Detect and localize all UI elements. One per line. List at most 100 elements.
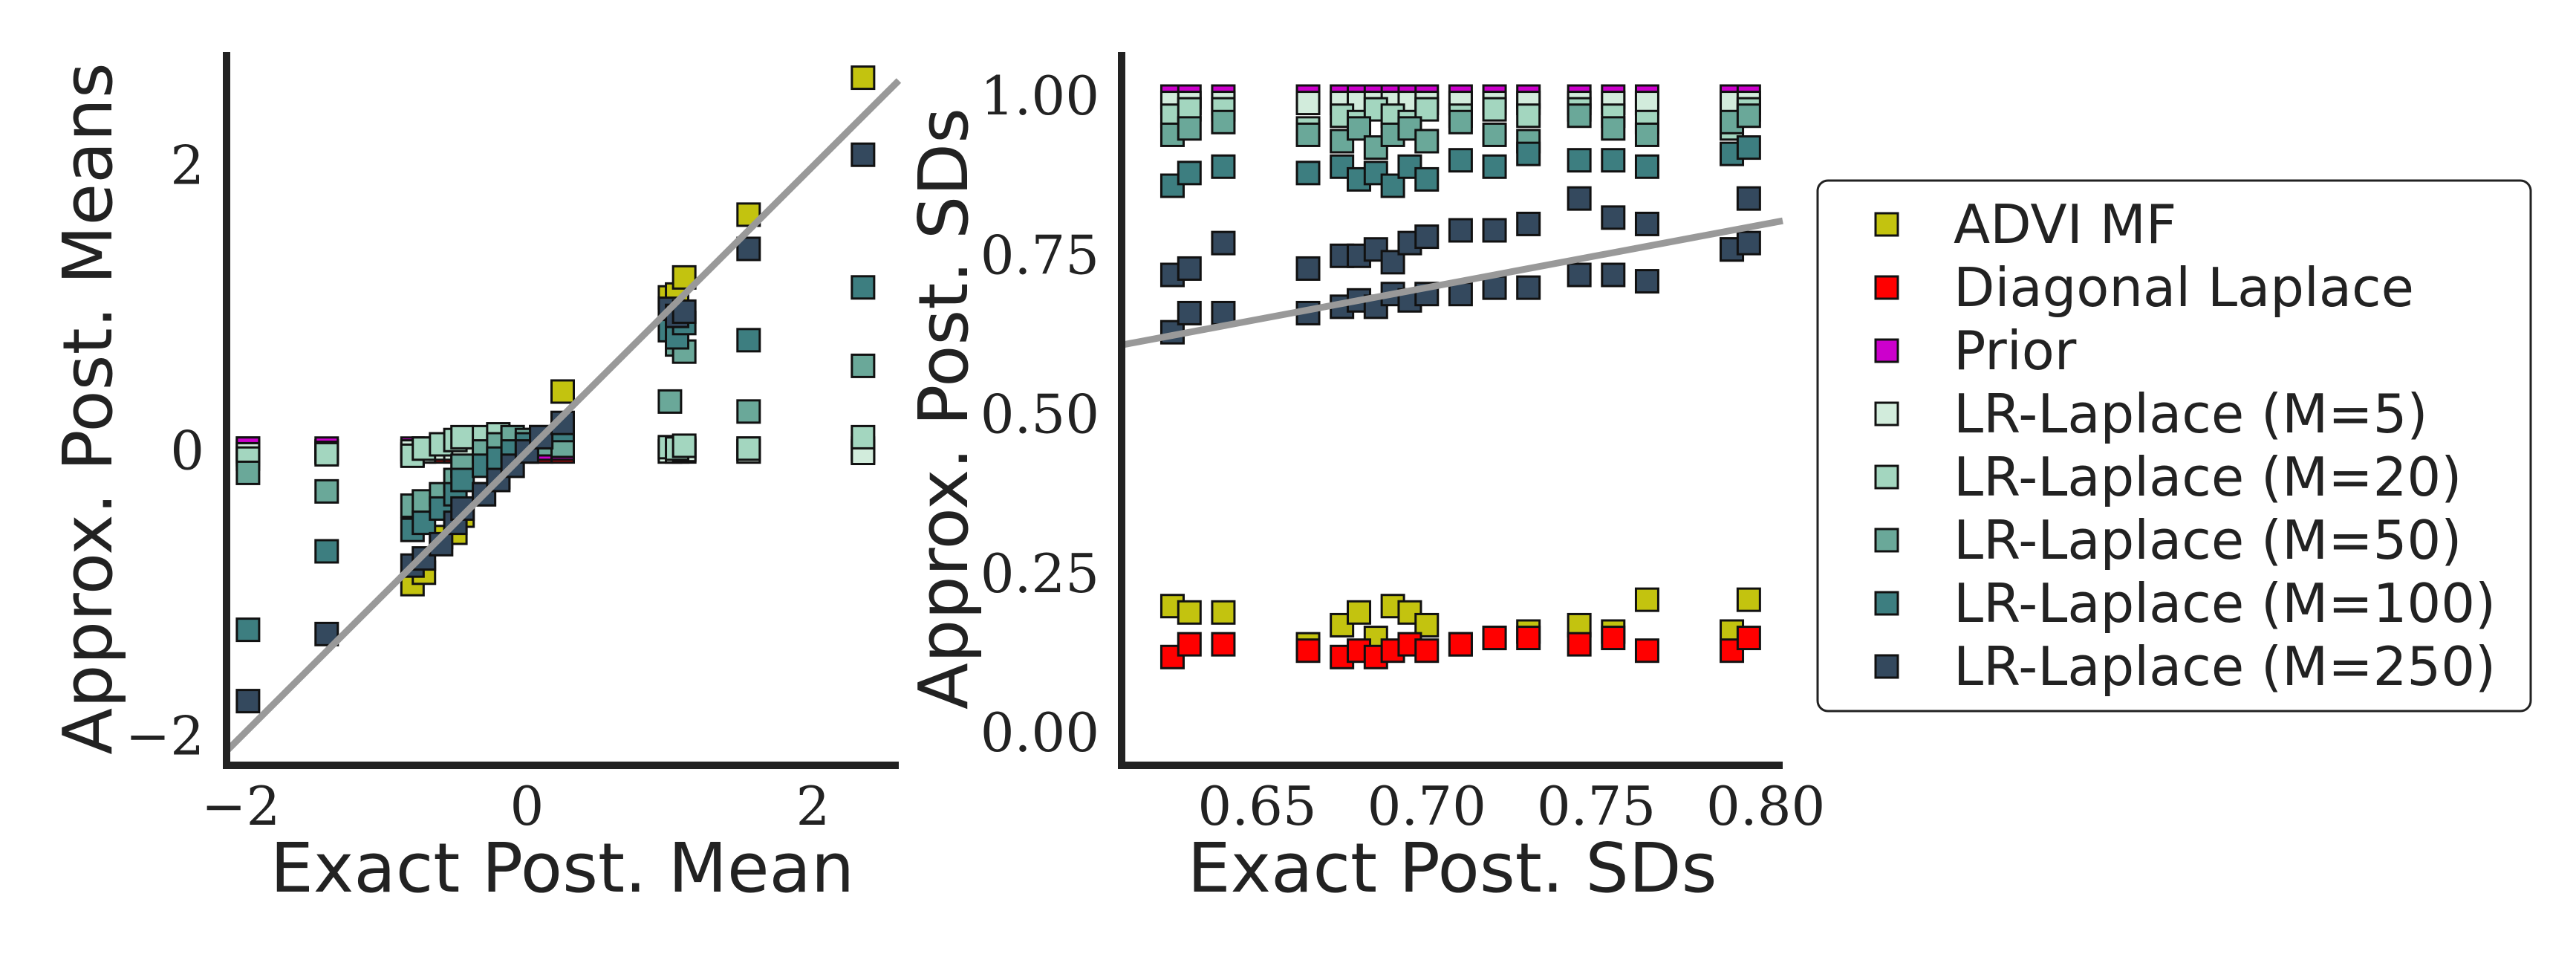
scatter-point (1482, 275, 1507, 300)
scatter-point (736, 399, 761, 424)
scatter-point (1211, 632, 1236, 657)
right-panel-y-label: Approx. Post. SDs (904, 108, 983, 710)
right-panel-y-tick-labels: 0.00 0.25 0.50 0.75 1.00 (980, 65, 1099, 764)
scatter-point (314, 478, 339, 504)
scatter-point (1211, 300, 1236, 325)
legend-label: Diagonal Laplace (1954, 256, 2414, 319)
scatter-point (1295, 122, 1321, 147)
scatter-point (850, 424, 876, 450)
scatter-point (1177, 632, 1202, 657)
scatter-point (1601, 262, 1626, 288)
scatter-point (235, 689, 261, 714)
scatter-point (1295, 256, 1321, 281)
scatter-point (1736, 103, 1761, 129)
scatter-point (1601, 148, 1626, 173)
y-tick-label: 1.00 (980, 65, 1099, 127)
scatter-point (1177, 600, 1202, 625)
legend-swatch (1874, 528, 1899, 553)
scatter-point (1414, 224, 1440, 250)
x-tick-label: −2 (201, 775, 280, 837)
legend-entry: LR-Laplace (M=100) (1874, 572, 2496, 635)
scatter-point (1448, 109, 1473, 134)
x-tick-label: 0.75 (1537, 775, 1656, 837)
x-tick-label: 0.65 (1197, 775, 1316, 837)
scatter-point (850, 275, 876, 300)
scatter-point (1634, 587, 1659, 612)
scatter-point (1516, 626, 1541, 651)
scatter-point (1634, 122, 1659, 147)
scatter-point (1414, 166, 1440, 192)
x-tick-label: 0.70 (1367, 775, 1486, 837)
scatter-point (1634, 154, 1659, 179)
scatter-point (1720, 638, 1745, 664)
legend-entry: LR-Laplace (M=20) (1874, 446, 2462, 508)
legend-label: LR-Laplace (M=100) (1954, 572, 2496, 635)
scatter-point (235, 617, 261, 643)
scatter-point (1211, 154, 1236, 179)
scatter-point (450, 467, 475, 493)
scatter-point (1211, 230, 1236, 256)
scatter-point (657, 389, 683, 414)
scatter-point (1601, 116, 1626, 141)
legend-swatch (1874, 401, 1899, 426)
scatter-point (1211, 600, 1236, 625)
scatter-point (1414, 129, 1440, 154)
scatter-point (1346, 116, 1371, 141)
scatter-point (850, 353, 876, 378)
scatter-point (450, 424, 475, 450)
scatter-point (1295, 160, 1321, 186)
legend-label: LR-Laplace (M=50) (1954, 509, 2462, 571)
x-tick-label: 2 (796, 775, 830, 837)
y-tick-label: 0.00 (980, 701, 1099, 764)
scatter-point (1482, 122, 1507, 147)
scatter-point (671, 433, 697, 458)
scatter-point (314, 441, 339, 467)
scatter-point (1567, 103, 1592, 129)
legend-entry: ADVI MF (1874, 193, 2176, 256)
legend-swatch (1874, 654, 1899, 679)
right-panel-x-label: Exact Post. SDs (1188, 828, 1717, 908)
x-tick-label: 0 (510, 775, 544, 837)
right-panel-x-tick-labels: 0.65 0.70 0.75 0.80 (1197, 775, 1825, 837)
legend-label: LR-Laplace (M=5) (1954, 383, 2427, 445)
scatter-point (1736, 186, 1761, 211)
scatter-point (1448, 282, 1473, 307)
legend-swatch (1874, 591, 1899, 616)
y-tick-label: 2 (170, 134, 204, 197)
y-tick-label: 0.75 (980, 224, 1099, 286)
scatter-point (1482, 154, 1507, 179)
scatter-point (1634, 211, 1659, 236)
scatter-point (736, 328, 761, 353)
legend-label: ADVI MF (1954, 193, 2176, 256)
scatter-point (1516, 103, 1541, 129)
scatter-point (1448, 148, 1473, 173)
left-panel-x-tick-labels: −2 0 2 (201, 775, 830, 837)
legend-entry: Prior (1874, 319, 2077, 382)
scatter-point (550, 379, 575, 404)
scatter-point (1601, 205, 1626, 230)
scatter-point (1567, 186, 1592, 211)
scatter-point (1177, 160, 1202, 186)
legend-swatch (1874, 464, 1899, 490)
y-tick-label: −2 (126, 705, 204, 768)
scatter-point (736, 236, 761, 262)
x-tick-label: 0.80 (1706, 775, 1825, 837)
left-panel-reference-line (224, 78, 902, 753)
scatter-point (1736, 230, 1761, 256)
legend-frame (1816, 179, 2532, 713)
legend-entry: LR-Laplace (M=5) (1874, 383, 2427, 445)
scatter-point (1482, 218, 1507, 243)
left-panel-y-tick-labels: −2 0 2 (126, 134, 204, 768)
legend-label: LR-Laplace (M=20) (1954, 446, 2462, 508)
legend-swatch (1874, 212, 1899, 237)
scatter-point (1295, 638, 1321, 664)
scatter-point (1516, 275, 1541, 300)
scatter-point (1177, 116, 1202, 141)
scatter-point (1177, 256, 1202, 281)
scatter-point (1211, 109, 1236, 134)
legend-swatch (1874, 275, 1899, 300)
scatter-point (1346, 600, 1371, 625)
scatter-point (1567, 262, 1592, 288)
legend-entry: LR-Laplace (M=50) (1874, 509, 2462, 571)
